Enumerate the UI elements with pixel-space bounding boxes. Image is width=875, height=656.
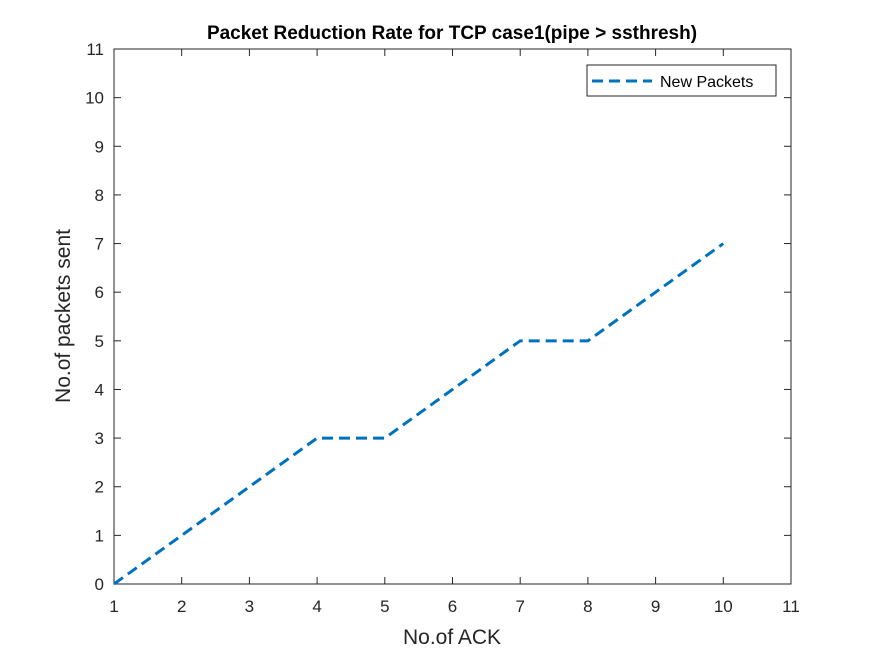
- x-tick-label: 2: [177, 597, 186, 616]
- y-tick-label: 9: [95, 137, 104, 156]
- x-tick-label: 8: [583, 597, 592, 616]
- x-tick-label: 10: [714, 597, 733, 616]
- x-tick-label: 3: [245, 597, 254, 616]
- y-tick-label: 6: [95, 283, 104, 302]
- legend: New Packets: [586, 64, 777, 97]
- y-tick-label: 11: [86, 40, 104, 59]
- legend-label-new-packets: New Packets: [660, 74, 753, 91]
- y-tick-label: 5: [95, 332, 104, 351]
- x-tick-label: 9: [651, 597, 660, 616]
- y-tick-label: 2: [95, 478, 104, 497]
- y-tick-label: 10: [85, 89, 104, 108]
- series-line-new-packets: [113, 242, 725, 586]
- x-tick-label: 6: [448, 597, 457, 616]
- y-tick-label: 1: [95, 526, 104, 545]
- x-tick-label: 1: [109, 597, 118, 616]
- y-tick-label: 3: [95, 429, 104, 448]
- y-tick-label: 4: [95, 380, 104, 399]
- x-tick-label: 11: [782, 597, 800, 616]
- plot-area: [113, 48, 792, 585]
- y-tick-label: 8: [95, 186, 104, 205]
- y-axis-label: No.of packets sent: [52, 229, 75, 403]
- y-tick-label: 0: [95, 575, 104, 594]
- y-tick-label: 7: [95, 235, 104, 254]
- x-tick-label: 4: [312, 597, 321, 616]
- x-axis: 1 2 3 4 5 6 7 8 9 10 11: [109, 49, 800, 616]
- chart-title: Packet Reduction Rate for TCP case1(pipe…: [207, 23, 697, 44]
- x-tick-label: 5: [380, 597, 389, 616]
- x-axis-label: No.of ACK: [403, 626, 501, 649]
- series-layer: [113, 242, 725, 586]
- y-axis: 0 1 2 3 4 5 6 7 8 9 10 11: [85, 40, 791, 594]
- x-tick-label: 7: [515, 597, 524, 616]
